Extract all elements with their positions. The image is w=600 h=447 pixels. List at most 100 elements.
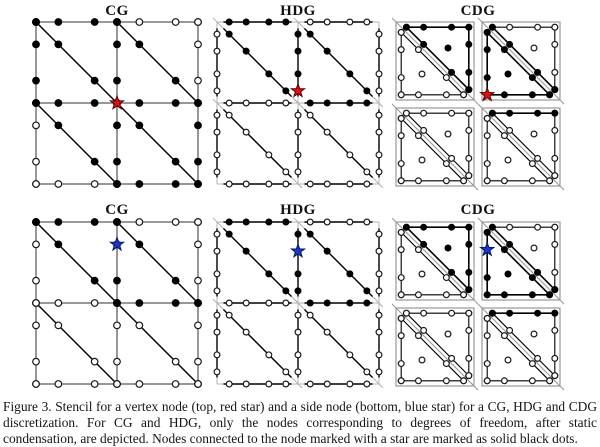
panel-cdg-top [391,17,565,191]
open-node [323,180,331,188]
cell-outline-tr [481,21,561,101]
open-node [242,380,250,388]
filled-node [504,70,512,78]
cell-outline-tl [395,221,475,301]
filled-node [294,230,302,238]
filled-node [54,218,63,226]
open-node [194,357,202,366]
filled-node [488,23,496,31]
open-node [213,270,221,278]
open-node [504,156,512,164]
filled-node [113,18,121,26]
open-node [397,274,405,282]
filled-node [54,121,63,130]
open-node [414,177,422,185]
filled-node [32,18,40,26]
open-node [135,18,144,26]
filled-node [135,299,144,307]
open-node [530,244,538,252]
cell-outline-br [481,307,561,387]
open-node [225,99,233,107]
filled-node [420,223,428,231]
open-node [534,223,542,231]
filled-node [483,228,491,236]
open-node [442,377,450,385]
open-node [397,314,405,322]
open-node [213,311,221,319]
panel-title-cdg-bottom: CDG [460,202,496,218]
open-node [32,240,40,249]
filled-node [294,47,302,55]
filled-node [402,223,410,231]
filled-node [528,91,536,99]
cell-diagonal-tr [477,17,565,105]
blue-star-side-node [108,235,126,252]
open-node [225,111,233,119]
element-bl-lower-hyp [400,118,464,182]
open-node [375,30,383,38]
open-node [551,354,559,362]
open-node [213,111,221,119]
filled-node [323,247,331,255]
open-node [534,23,542,31]
filled-node [54,240,63,249]
open-node [32,121,40,130]
open-node [397,228,405,236]
open-node [483,314,491,322]
open-node [282,168,290,176]
open-node [32,380,40,388]
filled-node [282,18,290,26]
open-node [500,332,508,340]
open-node [242,180,250,188]
filled-node [323,99,331,107]
filled-node [346,270,354,278]
open-node [460,291,468,299]
filled-node [265,218,273,226]
open-node [54,299,63,307]
open-node [242,328,250,336]
open-node [375,128,383,136]
filled-node [135,240,144,249]
open-node [213,368,221,376]
face-diagonal-tr [303,227,374,298]
cell-outline-br [481,107,561,187]
open-node [442,274,450,282]
open-node [363,168,371,176]
filled-node [551,286,559,294]
open-node [465,309,473,317]
open-node [90,180,99,188]
open-node [414,377,422,385]
open-node [418,270,426,278]
filled-node [346,299,354,307]
open-node [346,151,354,159]
open-node [346,351,354,359]
open-node [465,154,473,162]
panel-title-hdg-top: HDG [280,3,316,19]
filled-node [363,299,371,307]
open-node [500,377,508,385]
filled-node [534,309,542,317]
face-diagonal-tr [303,27,374,98]
open-node [306,18,314,26]
filled-node [194,299,202,307]
open-node [194,218,202,226]
filled-node [465,23,473,31]
open-node [90,357,99,366]
filled-node [363,99,371,107]
filled-node [306,30,314,38]
open-node [375,287,383,295]
open-node [414,332,422,340]
open-node [171,218,180,226]
filled-node [420,23,428,31]
filled-node [306,99,314,107]
red-star-vertex-node [108,94,126,110]
filled-node [113,180,121,188]
filled-node [32,76,40,85]
open-node [418,356,426,364]
open-node [135,380,144,388]
mesh-diagonal-br [116,102,199,185]
filled-node [225,218,233,226]
filled-node [465,268,473,276]
open-node [346,18,354,26]
cell-diagonal-tr [477,217,565,305]
